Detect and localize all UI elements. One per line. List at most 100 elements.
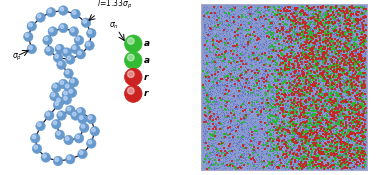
Point [238,22,244,25]
Point [219,98,225,100]
Point [339,25,345,28]
Point [263,120,270,123]
Point [353,99,359,101]
Point [262,48,268,51]
Point [318,151,324,154]
Point [336,155,342,158]
Point [210,19,216,22]
Point [310,62,316,65]
Point [277,149,284,152]
Point [263,166,270,168]
Point [317,43,323,46]
Point [290,62,296,65]
Point [335,60,341,62]
Point [235,43,242,46]
Point [327,139,333,142]
Point [322,156,328,159]
Point [249,129,256,132]
Point [269,17,275,20]
Point [311,25,318,28]
Point [273,129,279,132]
Point [274,118,280,121]
Point [262,106,268,109]
Point [304,68,310,71]
Point [231,37,237,40]
Point [270,73,276,76]
Point [361,85,367,88]
Point [332,78,338,81]
Point [268,100,274,103]
Point [235,167,242,169]
Point [203,82,209,85]
Point [274,157,280,160]
Point [308,124,314,127]
Point [217,118,223,121]
Point [206,128,212,130]
Point [341,50,347,52]
Point [321,114,327,117]
Point [273,114,279,117]
Point [278,38,284,41]
Point [257,46,263,49]
Point [223,108,229,111]
Point [307,30,313,33]
Point [269,30,275,32]
Point [259,57,265,60]
Point [246,107,252,109]
Point [225,79,231,82]
Point [357,42,363,45]
Point [291,127,297,129]
Point [350,16,356,19]
Point [267,69,273,72]
Point [209,68,215,71]
Point [294,149,301,152]
Point [223,113,229,116]
Point [358,104,364,107]
Point [231,44,237,47]
Point [232,123,239,126]
Point [249,106,256,109]
Point [235,98,242,100]
Point [284,54,290,56]
Point [225,17,231,20]
Point [335,76,341,79]
Point [348,46,354,48]
Point [306,35,312,38]
Point [262,84,268,87]
Point [280,144,286,146]
Point [215,71,221,74]
Point [203,113,209,116]
Point [276,112,282,115]
Point [205,77,211,79]
Point [264,108,270,110]
Point [329,45,335,48]
Point [332,7,338,10]
Point [249,152,255,155]
Point [205,167,211,170]
Point [208,120,214,122]
Point [256,86,262,89]
Point [285,150,291,153]
Point [219,88,225,90]
Point [201,163,207,166]
Point [264,27,270,30]
Point [279,119,285,122]
Point [294,151,300,154]
Point [284,30,290,33]
Point [350,132,356,135]
Point [234,115,240,118]
Point [262,67,268,70]
Circle shape [78,114,87,124]
Point [325,145,331,148]
Point [215,156,222,158]
Point [220,161,226,164]
Point [355,155,361,158]
Point [342,152,348,155]
Point [297,144,303,147]
Point [247,79,253,82]
Point [245,84,251,87]
Point [303,150,309,153]
Point [301,117,307,120]
Point [240,56,246,59]
Point [358,140,364,142]
